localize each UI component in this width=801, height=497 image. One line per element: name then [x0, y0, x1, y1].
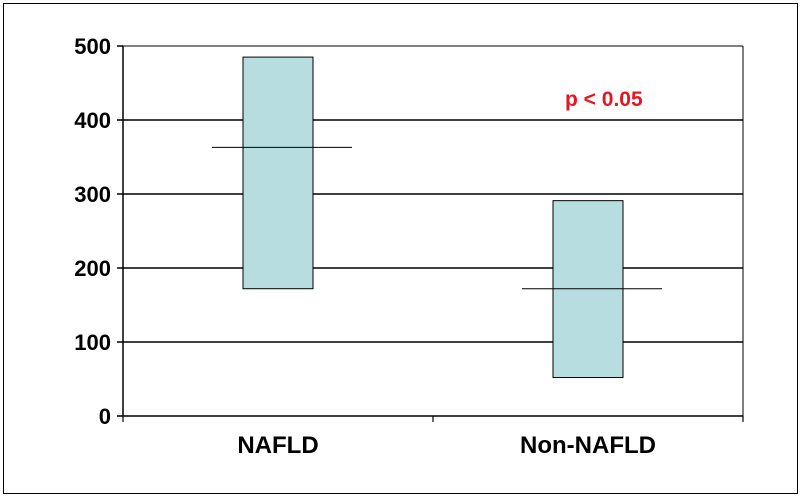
x-ticks: NAFLD Non-NAFLD	[122, 416, 744, 459]
y-tick-label: 400	[74, 108, 111, 133]
y-tick-label: 200	[74, 256, 111, 281]
y-tick-label: 500	[74, 34, 111, 59]
box-non-nafld	[522, 200, 662, 379]
p-value-annotation: p < 0.05	[565, 88, 643, 111]
gridlines	[123, 119, 743, 343]
y-tick-label: 300	[74, 182, 111, 207]
boxes	[212, 56, 662, 379]
chart-frame	[3, 3, 798, 494]
axes	[122, 45, 744, 417]
box-range-rect	[242, 56, 314, 290]
category-label: NAFLD	[237, 432, 318, 459]
category-label: Non-NAFLD	[520, 432, 656, 459]
y-tick-label: 100	[74, 330, 111, 355]
y-ticks: 0 100 200 300 400 500	[74, 34, 123, 429]
y-tick-label: 0	[99, 404, 111, 429]
box-nafld	[212, 56, 352, 290]
